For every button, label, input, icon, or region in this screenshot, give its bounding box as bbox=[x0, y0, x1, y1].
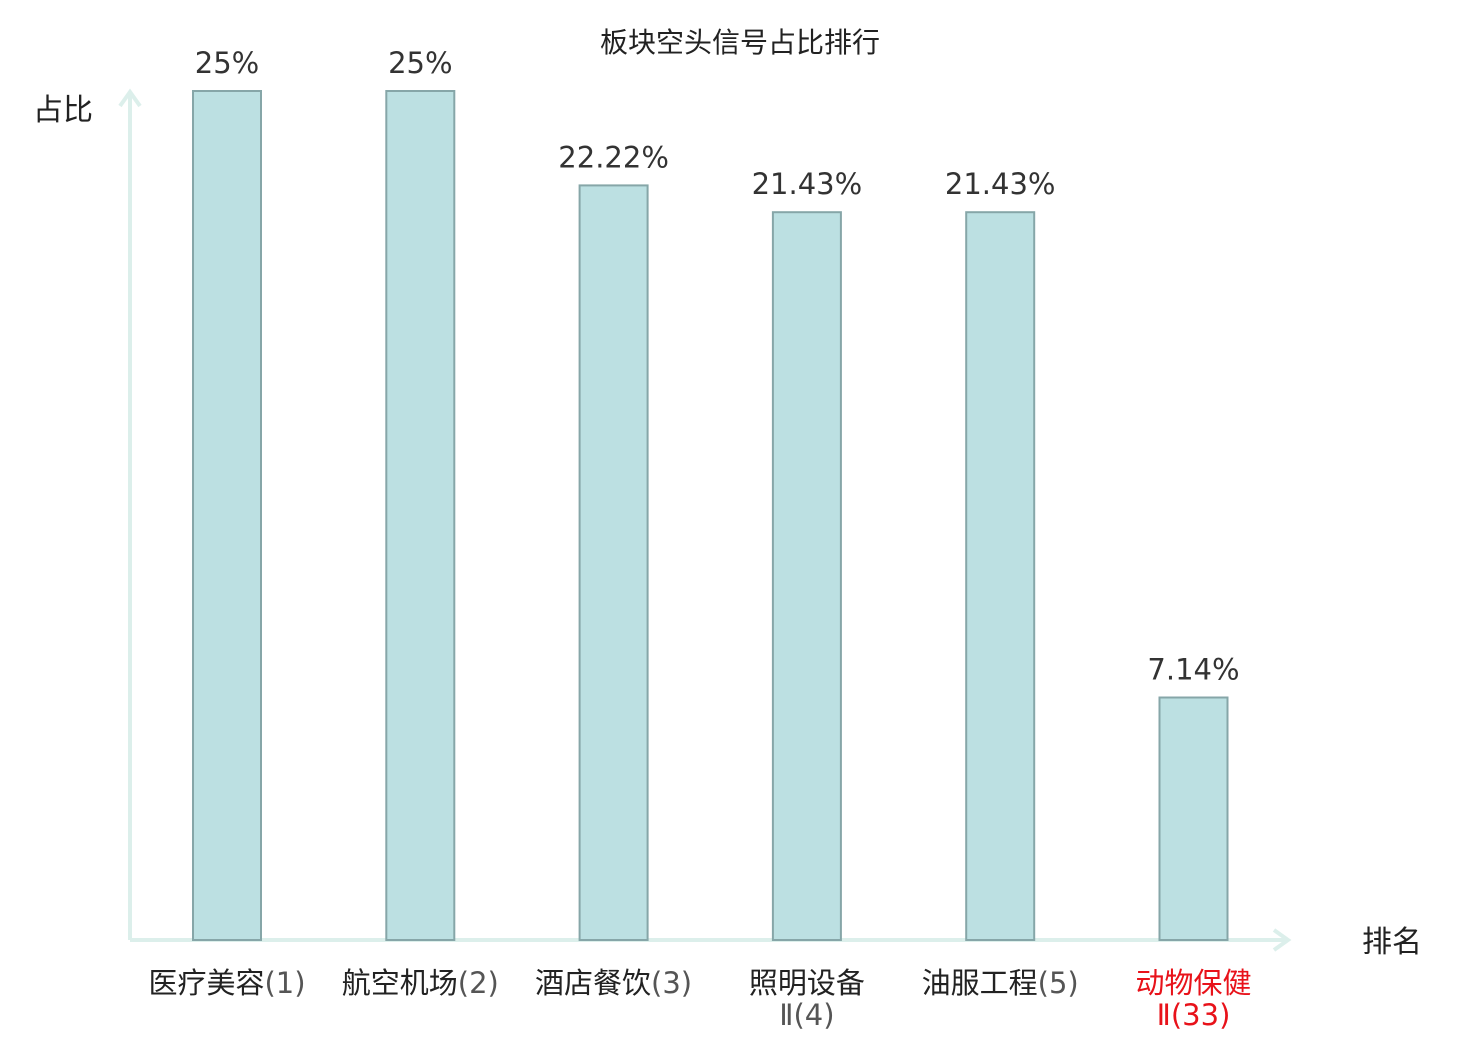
bar-value-label: 25% bbox=[388, 46, 452, 80]
bar-value-label: 22.22% bbox=[558, 140, 669, 174]
bar bbox=[1158, 696, 1229, 941]
bar bbox=[771, 211, 842, 941]
x-axis-label: 排名 bbox=[1362, 925, 1422, 960]
x-tick-label: 油服工程(5) bbox=[922, 966, 1079, 1000]
category-labels: 医疗美容(1) 航空机场(2) 酒店餐饮(3) 照明设备 Ⅱ(4) 油服工程(5) 动物保健… bbox=[148, 966, 1251, 1032]
axes bbox=[118, 88, 1292, 952]
x-tick-label: 酒店餐饮(3) bbox=[535, 966, 692, 1000]
y-axis-arrow bbox=[118, 88, 142, 108]
x-tick-label: 医疗美容(1) bbox=[148, 966, 305, 1000]
x-tick-label: 动物保健 Ⅱ(33) bbox=[1135, 966, 1251, 1032]
bars bbox=[192, 90, 1229, 941]
chart-title: 板块空头信号占比排行 bbox=[600, 26, 880, 59]
bar-value-label: 7.14% bbox=[1147, 653, 1239, 687]
bar bbox=[965, 211, 1036, 941]
x-tick-label: 照明设备 Ⅱ(4) bbox=[749, 966, 865, 1032]
bar bbox=[385, 90, 456, 941]
bar bbox=[192, 90, 262, 941]
bar bbox=[578, 184, 649, 941]
x-axis-arrow bbox=[1272, 928, 1292, 952]
x-tick-label: 航空机场(2) bbox=[342, 966, 499, 1000]
bar-value-label: 25% bbox=[195, 46, 259, 80]
bar-value-label: 21.43% bbox=[752, 167, 863, 201]
bar-value-label: 21.43% bbox=[945, 167, 1056, 201]
value-labels: 25% 25% 22.22% 21.43% 21.43% 7.14% bbox=[195, 46, 1240, 687]
y-axis-label: 占比 bbox=[33, 93, 93, 128]
